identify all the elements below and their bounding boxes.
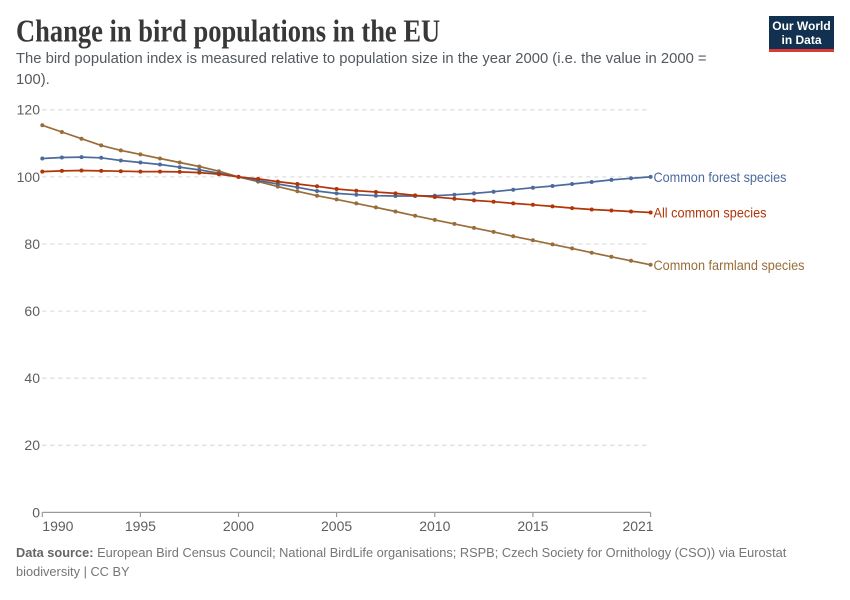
svg-text:40: 40 — [24, 370, 40, 386]
svg-text:Common forest species: Common forest species — [654, 169, 787, 185]
svg-text:2010: 2010 — [419, 518, 450, 534]
svg-text:2015: 2015 — [517, 518, 548, 534]
svg-text:60: 60 — [24, 303, 40, 319]
svg-text:2005: 2005 — [321, 518, 352, 534]
svg-text:120: 120 — [17, 102, 41, 118]
svg-text:1990: 1990 — [42, 518, 73, 534]
svg-text:1995: 1995 — [125, 518, 156, 534]
svg-text:0: 0 — [32, 504, 40, 520]
svg-text:20: 20 — [24, 437, 40, 453]
svg-text:80: 80 — [24, 236, 40, 252]
svg-text:100: 100 — [17, 169, 41, 185]
svg-text:2021: 2021 — [622, 518, 653, 534]
svg-text:Common farmland species: Common farmland species — [654, 257, 805, 273]
svg-text:2000: 2000 — [223, 518, 254, 534]
svg-text:All common species: All common species — [654, 205, 767, 221]
